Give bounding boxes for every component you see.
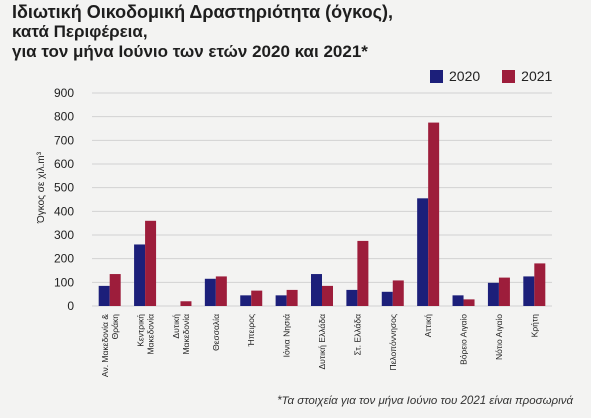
bar-2021 (109, 274, 121, 306)
x-category-label-line: Θράκη (110, 314, 120, 340)
x-category-label: Βόρειο Αιγαίο (459, 314, 469, 365)
bar-2021 (463, 299, 475, 306)
footnote: *Τα στοιχεία για τον μήνα Ιούνιο του 202… (277, 395, 573, 407)
bar-2021 (286, 289, 298, 306)
bar-2021 (357, 240, 369, 306)
bar-2020 (452, 295, 464, 306)
x-category-label: Πελοπόννησος (388, 314, 398, 371)
legend-swatch-2021 (502, 69, 516, 83)
x-category-label-line: Βόρειο Αιγαίο (459, 314, 469, 365)
x-category-label: Ιόνια Νησιά (282, 314, 292, 358)
x-category-label-line: Αν. Μακεδονία & (100, 314, 110, 377)
y-tick-label: 800 (54, 110, 74, 124)
x-category-label-line: Θεσσαλία (211, 314, 221, 351)
legend-swatch-2020 (430, 69, 443, 83)
y-tick-label: 700 (54, 133, 74, 147)
title-line-3: για τον μήνα Ιούνιο των ετών 2020 και 20… (12, 42, 368, 61)
x-category-label: Στ. Ελλάδα (352, 314, 362, 356)
y-tick-label: 500 (54, 181, 74, 195)
x-category-label: Θεσσαλία (211, 314, 221, 351)
bar-2021 (534, 263, 546, 306)
x-category-label-line: Πελοπόννησος (388, 314, 398, 371)
x-category-label-line: Κεντρική (136, 314, 146, 347)
bar-2020 (204, 278, 216, 306)
legend-item-2020: 2020 (430, 68, 480, 84)
y-tick-label: 0 (67, 299, 74, 313)
y-tick-label: 300 (54, 228, 74, 242)
bar-2021 (145, 220, 157, 306)
bar-2021 (180, 301, 192, 306)
bar-2021 (392, 280, 404, 306)
x-category-label-line: Δυτική Ελλάδα (317, 314, 327, 370)
bar-2021 (428, 122, 440, 306)
bar-2021 (322, 285, 333, 306)
bar-2020 (240, 295, 252, 306)
x-category-label: ΚεντρικήΜακεδονία (136, 314, 156, 355)
x-category-label-line: Νότιο Αιγαίο (494, 314, 504, 360)
x-category-label-line: Κρήτη (529, 314, 539, 338)
x-category-label: Αν. Μακεδονία &Θράκη (100, 314, 120, 377)
x-category-label: ΔυτικήΜακεδονία (171, 314, 191, 355)
chart-legend: 2020 2021 (430, 68, 574, 84)
y-tick-label: 900 (54, 86, 74, 100)
bar-2020 (134, 244, 146, 306)
x-category-label-line: Στ. Ελλάδα (352, 314, 362, 356)
bar-2020 (346, 289, 358, 306)
title-line-1: Ιδιωτική Οικοδομική Δραστηριότητα (όγκος… (12, 2, 393, 22)
bar-2021 (215, 276, 227, 306)
bar-2020 (98, 285, 110, 306)
x-category-label-line: Ήπειρος (246, 314, 256, 347)
y-tick-label: 600 (54, 157, 74, 171)
x-category-label: Νότιο Αιγαίο (494, 314, 504, 360)
bar-2020 (487, 282, 499, 306)
x-category-label-line: Αττική (423, 314, 433, 338)
bar-2020 (523, 276, 535, 306)
chart-title: Ιδιωτική Οικοδομική Δραστηριότητα (όγκος… (12, 2, 393, 62)
y-tick-label: 200 (54, 252, 74, 266)
y-tick-label: 100 (54, 275, 74, 289)
legend-item-2021: 2021 (502, 68, 552, 84)
bar-chart: 0 100 200 300 400 500 600 700 800 900 Όγκος σε χιλ… (36, 86, 552, 377)
y-tick-label: 400 (54, 204, 74, 218)
bar-2021 (251, 290, 263, 306)
legend-label-2021: 2021 (521, 68, 553, 84)
legend-label-2020: 2020 (449, 68, 481, 84)
title-line-2: κατά Περιφέρεια, (12, 22, 148, 41)
bar-2020 (381, 291, 393, 306)
x-category-label-line: Μακεδονία (146, 314, 156, 355)
x-category-label: Αττική (423, 314, 433, 338)
x-category-label: Κρήτη (529, 314, 539, 338)
y-axis-label: Όγκος σε χιλ.m³ (36, 151, 47, 224)
bar-2020 (275, 295, 287, 306)
bar-2021 (498, 277, 510, 306)
x-category-label-line: Δυτική (171, 314, 181, 339)
bar-2020 (417, 198, 429, 306)
x-category-label-line: Ιόνια Νησιά (282, 314, 292, 358)
x-category-label-line: Μακεδονία (181, 314, 191, 355)
bar-2020 (311, 274, 322, 306)
x-category-label: Ήπειρος (246, 314, 256, 347)
x-category-label: Δυτική Ελλάδα (317, 314, 327, 370)
